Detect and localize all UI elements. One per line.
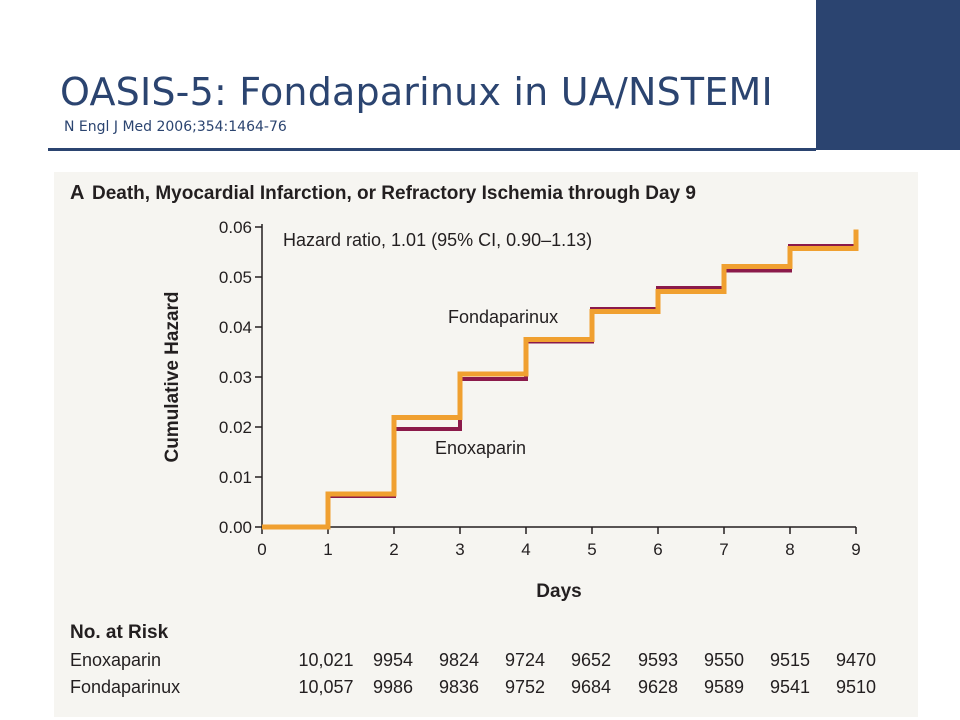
corner-accent-block	[816, 0, 960, 150]
slide-subtitle: N Engl J Med 2006;354:1464-76	[64, 119, 287, 135]
series-label-enoxaparin: Enoxaparin	[435, 438, 526, 458]
series-label-fondaparinux: Fondaparinux	[448, 307, 558, 327]
title-underline	[48, 148, 816, 151]
y-tick-label: 0.01	[219, 468, 252, 487]
x-tick-label: 6	[653, 540, 662, 559]
y-tick-label: 0.04	[219, 318, 252, 337]
x-tick-label: 4	[521, 540, 530, 559]
x-tick-label: 1	[323, 540, 332, 559]
slide-title: OASIS-5: Fondaparinux in UA/NSTEMI	[60, 70, 773, 114]
x-axis-label: Days	[536, 581, 581, 602]
y-tick-label: 0.05	[219, 268, 252, 287]
x-tick-label: 2	[389, 540, 398, 559]
x-tick-label: 5	[587, 540, 596, 559]
x-tick-label: 8	[785, 540, 794, 559]
y-tick-label: 0.02	[219, 418, 252, 437]
hazard-ratio-annotation: Hazard ratio, 1.01 (95% CI, 0.90–1.13)	[283, 230, 592, 250]
x-tick-label: 9	[851, 540, 860, 559]
y-tick-label: 0.00	[219, 518, 252, 537]
y-tick-label: 0.03	[219, 368, 252, 387]
x-tick-label: 7	[719, 540, 728, 559]
km-chart: A Death, Myocardial Infarction, or Refrac…	[70, 182, 861, 602]
y-tick-label: 0.06	[219, 218, 252, 237]
x-tick-label: 3	[455, 540, 464, 559]
chart-title: Death, Myocardial Infarction, or Refract…	[92, 183, 696, 204]
series-line-fondaparinux	[262, 229, 859, 530]
figure-panel: A Death, Myocardial Infarction, or Refrac…	[54, 172, 918, 717]
y-axis-label: Cumulative Hazard	[162, 291, 183, 462]
series-line-enoxaparin	[262, 229, 858, 529]
panel-label: A	[70, 182, 84, 204]
x-tick-label: 0	[257, 540, 266, 559]
